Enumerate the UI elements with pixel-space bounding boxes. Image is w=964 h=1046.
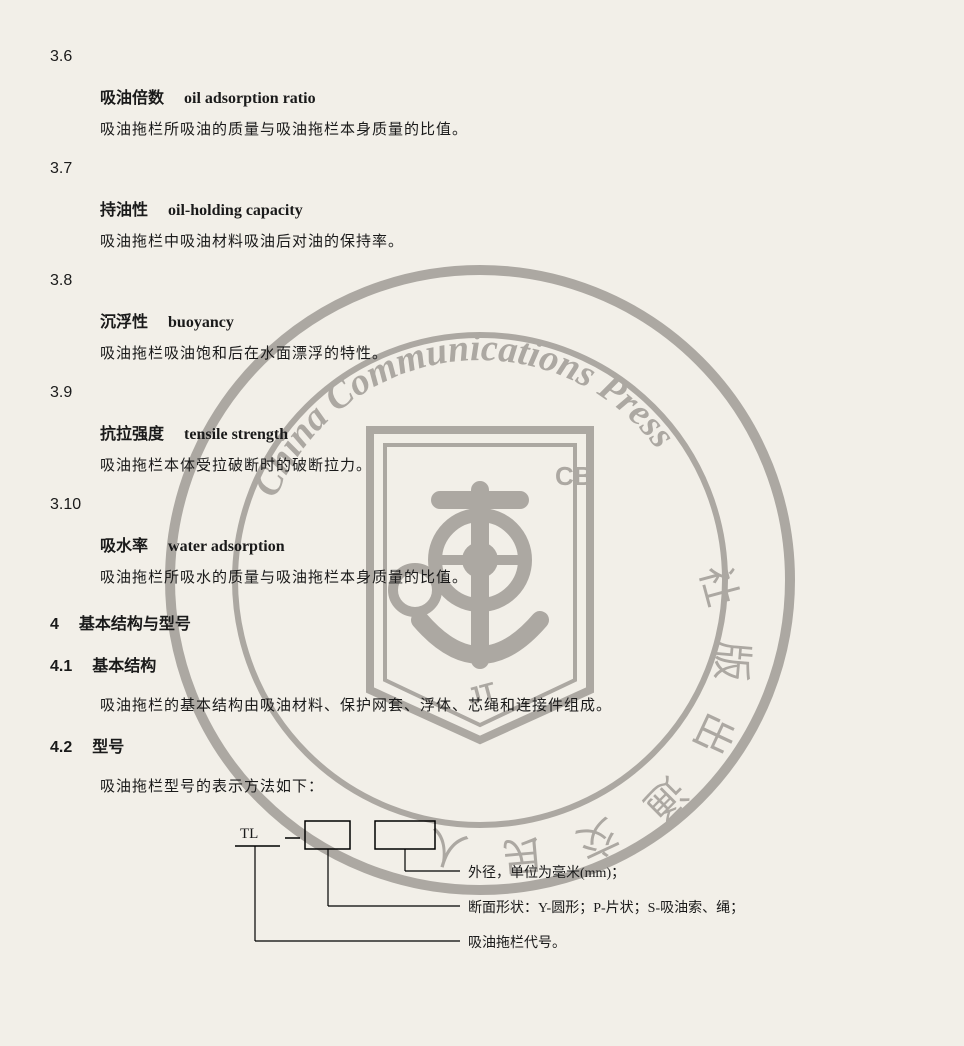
section-number-3-9: 3.9 (50, 384, 914, 402)
term-title-3-9: 抗拉强度 tensile strength (100, 420, 914, 444)
document-content: 3.6 吸油倍数 oil adsorption ratio 吸油拖栏所吸油的质量… (50, 48, 914, 976)
term-title-3-7: 持油性 oil-holding capacity (100, 196, 914, 220)
term-title-3-6: 吸油倍数 oil adsorption ratio (100, 84, 914, 108)
heading-4-2-title: 型号 (92, 739, 124, 756)
term-desc-3-10: 吸油拖栏所吸水的质量与吸油拖栏本身质量的比值。 (100, 566, 914, 590)
term-en-3-9: tensile strength (184, 426, 288, 443)
term-cn-3-10: 吸水率 (100, 538, 148, 555)
heading-4: 4 基本结构与型号 (50, 610, 914, 634)
term-title-3-8: 沉浮性 buoyancy (100, 308, 914, 332)
model-number-diagram: TL 外径，单位为毫米(mm)； 断面形状：Y-圆形；P-片状；S-吸油索、绳；… (200, 816, 914, 976)
section-number-3-7: 3.7 (50, 160, 914, 178)
heading-4-title: 基本结构与型号 (79, 616, 191, 633)
term-en-3-8: buoyancy (168, 314, 234, 331)
term-desc-3-6: 吸油拖栏所吸油的质量与吸油拖栏本身质量的比值。 (100, 118, 914, 142)
body-4-2: 吸油拖栏型号的表示方法如下： (100, 775, 914, 796)
term-block-3-7: 持油性 oil-holding capacity 吸油拖栏中吸油材料吸油后对油的… (100, 196, 914, 254)
term-desc-3-9: 吸油拖栏本体受拉破断时的破断拉力。 (100, 454, 914, 478)
body-4-1: 吸油拖栏的基本结构由吸油材料、保护网套、浮体、芯绳和连接件组成。 (100, 694, 914, 715)
term-cn-3-6: 吸油倍数 (100, 90, 164, 107)
heading-4-num: 4 (50, 616, 59, 633)
term-cn-3-7: 持油性 (100, 202, 148, 219)
heading-4-2: 4.2 型号 (50, 733, 914, 757)
term-en-3-10: water adsorption (168, 538, 285, 555)
term-title-3-10: 吸水率 water adsorption (100, 532, 914, 556)
heading-4-1: 4.1 基本结构 (50, 652, 914, 676)
section-number-3-10: 3.10 (50, 496, 914, 514)
heading-4-1-title: 基本结构 (92, 658, 156, 675)
term-en-3-7: oil-holding capacity (168, 202, 303, 219)
term-block-3-8: 沉浮性 buoyancy 吸油拖栏吸油饱和后在水面漂浮的特性。 (100, 308, 914, 366)
diagram-label-2: 断面形状：Y-圆形；P-片状；S-吸油索、绳； (468, 897, 744, 917)
term-cn-3-8: 沉浮性 (100, 314, 148, 331)
term-desc-3-8: 吸油拖栏吸油饱和后在水面漂浮的特性。 (100, 342, 914, 366)
term-block-3-6: 吸油倍数 oil adsorption ratio 吸油拖栏所吸油的质量与吸油拖… (100, 84, 914, 142)
diagram-tl-label: TL (240, 826, 258, 843)
diagram-label-3: 吸油拖栏代号。 (468, 932, 566, 952)
term-block-3-9: 抗拉强度 tensile strength 吸油拖栏本体受拉破断时的破断拉力。 (100, 420, 914, 478)
diagram-label-1: 外径，单位为毫米(mm)； (468, 862, 625, 882)
term-block-3-10: 吸水率 water adsorption 吸油拖栏所吸水的质量与吸油拖栏本身质量… (100, 532, 914, 590)
section-number-3-6: 3.6 (50, 48, 914, 66)
term-desc-3-7: 吸油拖栏中吸油材料吸油后对油的保持率。 (100, 230, 914, 254)
heading-4-2-num: 4.2 (50, 739, 72, 756)
heading-4-1-num: 4.1 (50, 658, 72, 675)
term-en-3-6: oil adsorption ratio (184, 90, 316, 107)
section-number-3-8: 3.8 (50, 272, 914, 290)
term-cn-3-9: 抗拉强度 (100, 426, 164, 443)
